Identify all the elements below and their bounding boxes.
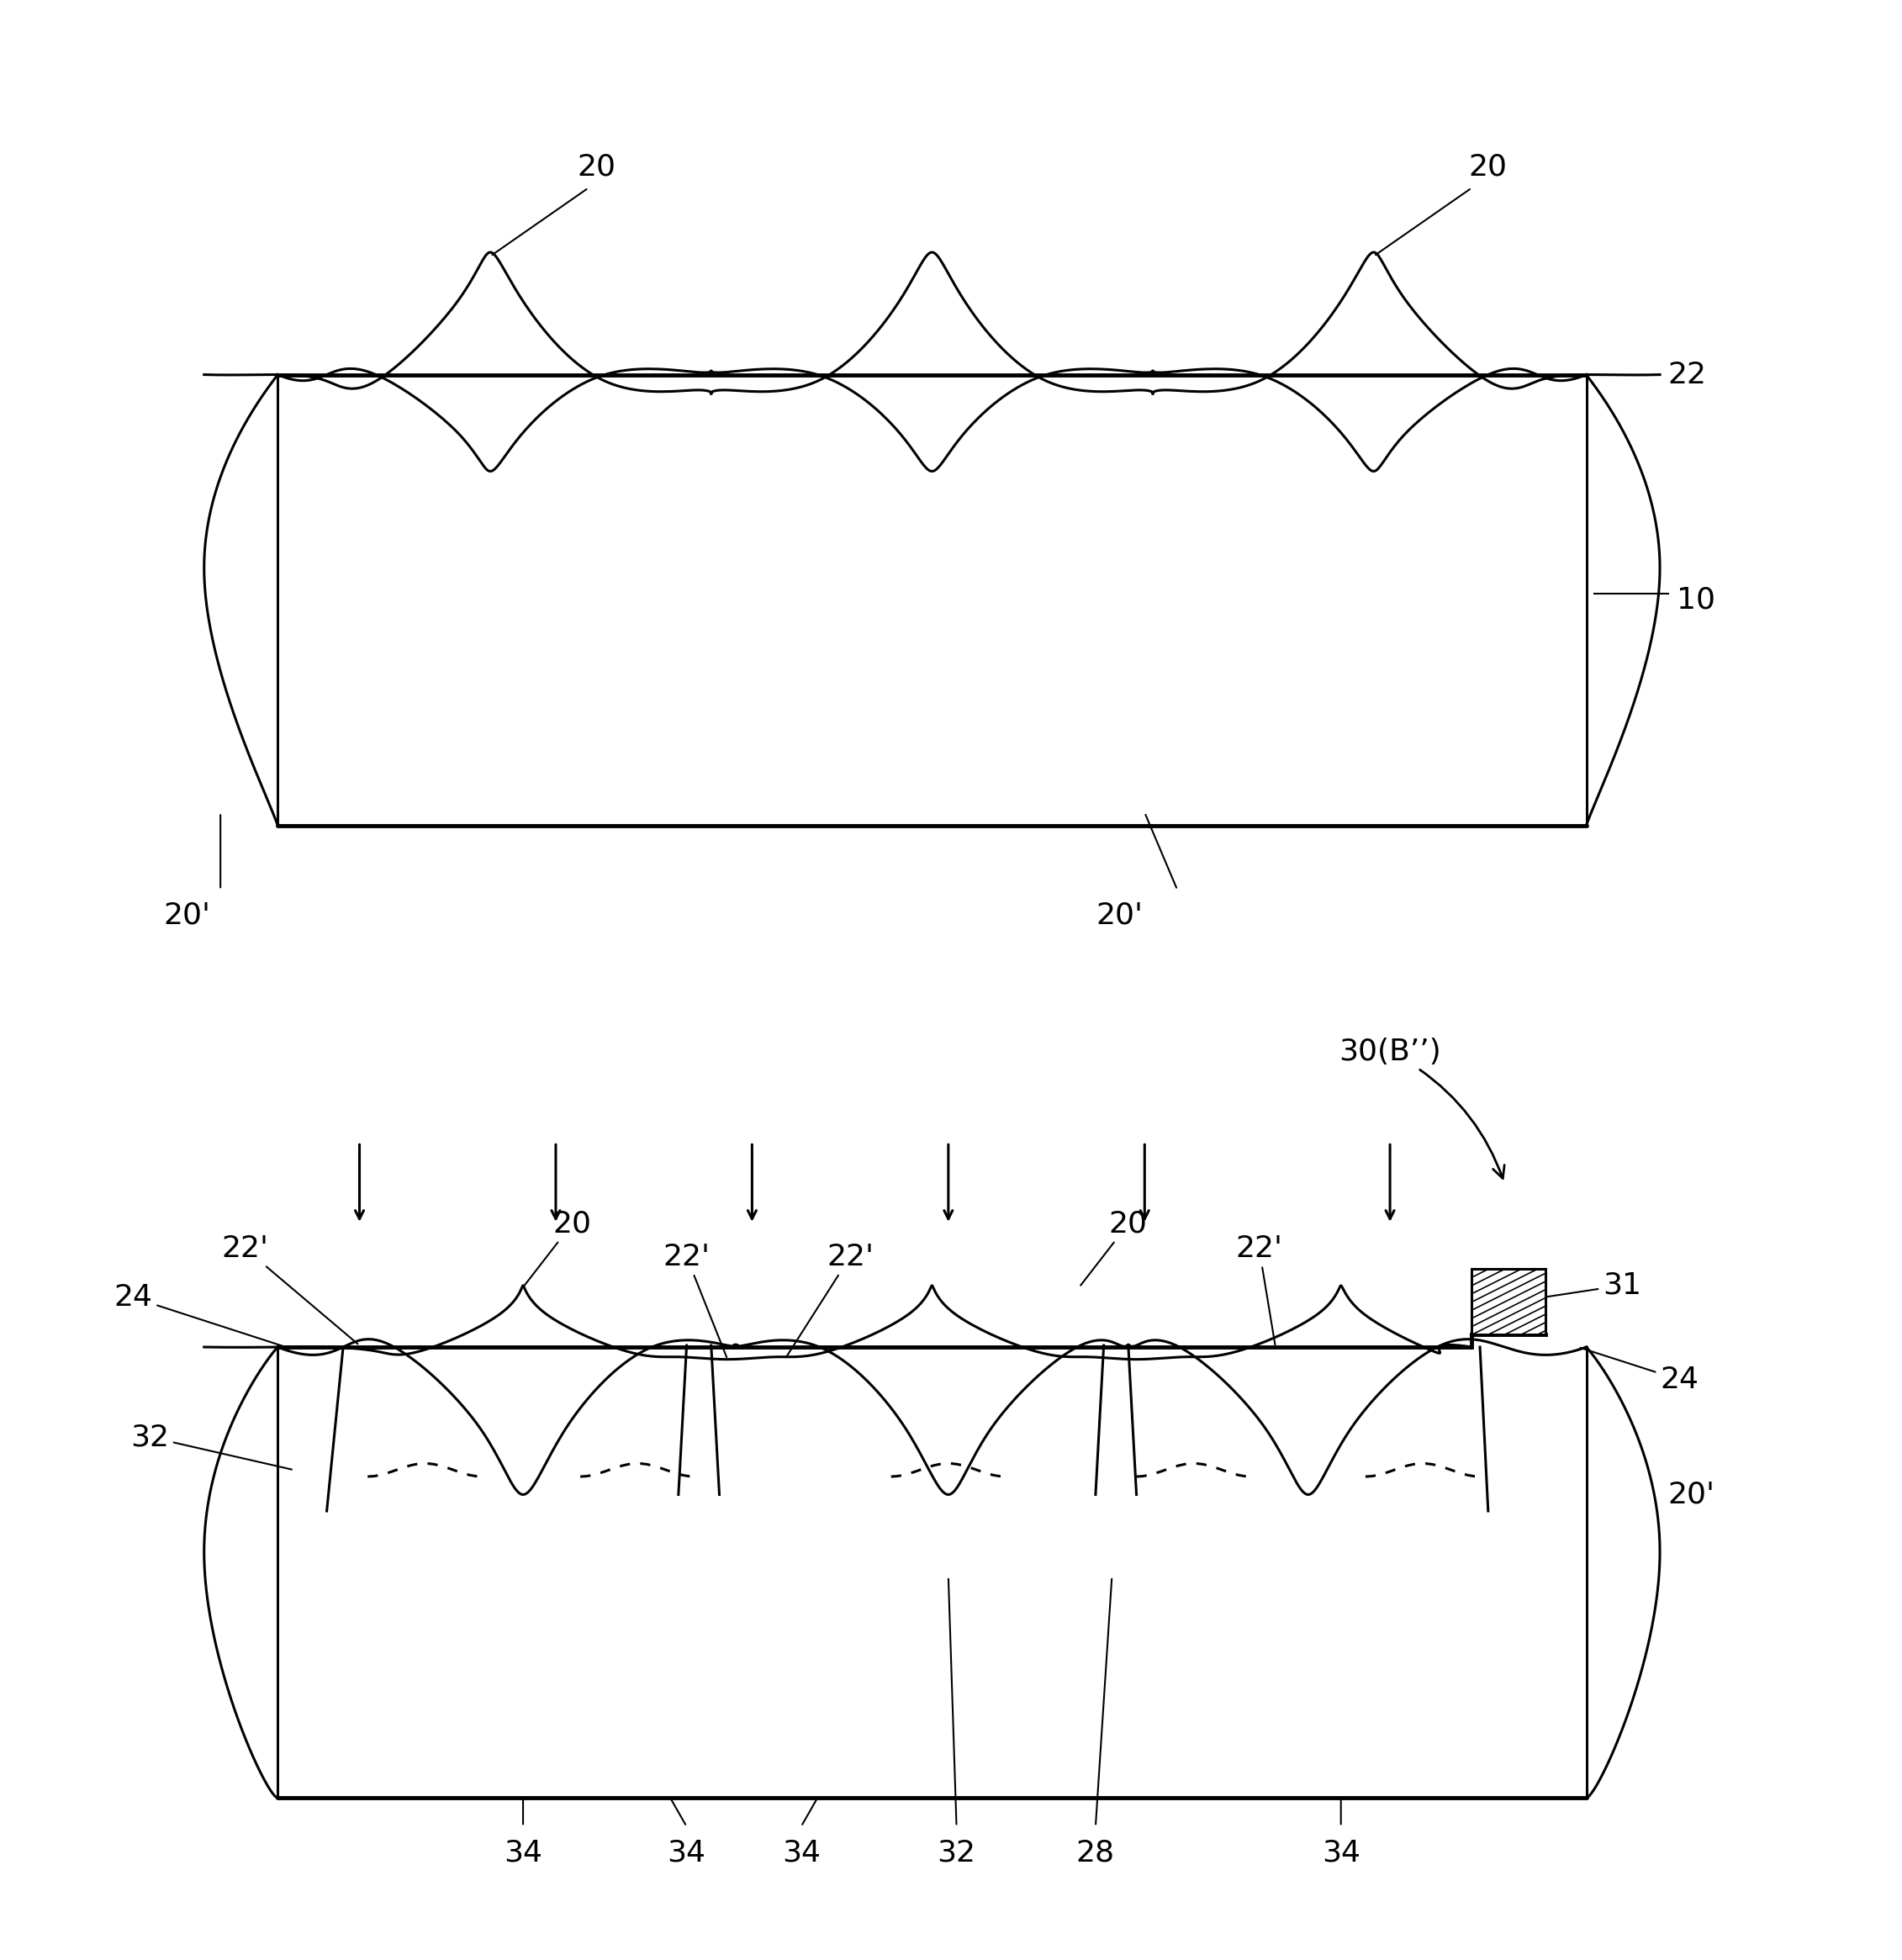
Text: 20: 20 — [578, 153, 616, 182]
Text: 22': 22' — [1236, 1235, 1282, 1345]
Text: 20: 20 — [1468, 153, 1508, 182]
Text: 24: 24 — [114, 1284, 283, 1347]
Text: 22': 22' — [664, 1243, 727, 1356]
Text: 24: 24 — [1581, 1348, 1698, 1394]
Text: 22': 22' — [221, 1235, 358, 1345]
Text: 20': 20' — [164, 902, 211, 929]
Bar — [1472, 1270, 1546, 1335]
Text: 20: 20 — [1080, 1209, 1147, 1286]
Text: 20': 20' — [1096, 902, 1143, 929]
Text: 28: 28 — [1077, 1838, 1115, 1868]
Text: 30(B’’): 30(B’’) — [1339, 1037, 1504, 1178]
Text: 32: 32 — [131, 1423, 291, 1470]
Text: 10: 10 — [1676, 586, 1716, 613]
Text: 34: 34 — [1322, 1838, 1360, 1868]
Text: 20: 20 — [525, 1209, 592, 1286]
Text: 34: 34 — [504, 1838, 542, 1868]
Text: 34: 34 — [782, 1838, 820, 1868]
Text: 22': 22' — [786, 1243, 873, 1358]
Text: 22: 22 — [1668, 361, 1706, 388]
Text: 32: 32 — [938, 1838, 976, 1868]
Text: 31: 31 — [1516, 1272, 1641, 1301]
Text: 34: 34 — [668, 1838, 706, 1868]
Text: 20': 20' — [1668, 1480, 1716, 1509]
